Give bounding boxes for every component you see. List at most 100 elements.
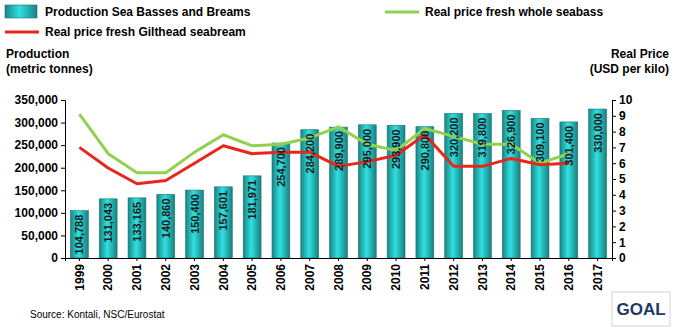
- x-tick-mark: [338, 258, 339, 261]
- y-tick-label: 150,000: [15, 184, 59, 198]
- y2-tick-label: 8: [619, 125, 626, 139]
- data-label: 290,800: [419, 131, 431, 171]
- y-tick-mark: [61, 235, 65, 236]
- y2-tick: 9: [612, 109, 626, 123]
- x-tick-label: 2008: [332, 264, 346, 291]
- y2-tick-label: 0: [619, 251, 626, 265]
- y2-tick-mark: [612, 132, 616, 133]
- x-tick-label: 2011: [418, 264, 432, 290]
- y-axis-title-line: (metric tonnes): [6, 62, 93, 76]
- y2-tick-mark: [612, 226, 616, 227]
- x-tick-mark: [194, 258, 195, 261]
- x-tick: 2005: [245, 258, 259, 291]
- data-label: 157,601: [217, 191, 229, 231]
- bar: [70, 211, 88, 258]
- y2-tick: 4: [612, 188, 626, 202]
- y-tick-label: 0: [51, 251, 58, 265]
- y2-tick-mark: [612, 100, 616, 101]
- y2-tick: 0: [612, 251, 626, 265]
- logo: GOAL: [616, 300, 665, 319]
- data-label: 140,860: [160, 198, 172, 238]
- x-tick: 2015: [533, 258, 547, 291]
- y2-tick-label: 3: [619, 204, 626, 218]
- x-tick-mark: [309, 258, 310, 261]
- legend: Production Sea Basses and Breams Real pri…: [5, 5, 603, 39]
- y-tick: 250,000: [15, 138, 65, 152]
- y-tick: 200,000: [15, 161, 65, 175]
- data-label: 319,800: [476, 118, 488, 158]
- x-tick: 2008: [332, 258, 346, 291]
- x-tick: 2001: [130, 258, 144, 291]
- legend-swatch: [5, 31, 39, 34]
- x-tick-label: 2003: [188, 264, 202, 291]
- x-tick: 1999: [73, 258, 87, 291]
- y-axis-title: Production(metric tonnes): [6, 47, 93, 76]
- y2-axis-title: Real Price(USD per kilo): [590, 47, 670, 76]
- y2-axis-title-line: Real Price: [611, 47, 669, 61]
- legend-swatch: [5, 5, 37, 18]
- y2-tick: 3: [612, 204, 626, 218]
- bar: [560, 122, 578, 258]
- x-tick-label: 2009: [360, 264, 374, 291]
- y-tick-mark: [61, 123, 65, 124]
- y-tick: 350,000: [15, 93, 65, 107]
- x-tick-label: 2002: [159, 264, 173, 291]
- x-tick-mark: [424, 258, 425, 261]
- data-label: 104,788: [73, 215, 85, 255]
- x-tick: 2012: [447, 258, 461, 291]
- y-tick-mark: [61, 145, 65, 146]
- y2-tick: 6: [612, 157, 626, 171]
- y-tick-label: 50,000: [21, 229, 58, 243]
- line: [79, 135, 568, 184]
- x-tick-mark: [367, 258, 368, 261]
- bar: [330, 127, 348, 258]
- bar: [214, 187, 232, 258]
- x-tick-mark: [280, 258, 281, 261]
- bar: [243, 176, 261, 258]
- y2-tick-label: 5: [619, 172, 626, 186]
- y2-tick-label: 4: [619, 188, 626, 202]
- x-tick-label: 2007: [303, 264, 317, 291]
- x-tick-label: 2000: [101, 264, 115, 291]
- y2-tick: 8: [612, 125, 626, 139]
- x-tick-mark: [79, 258, 80, 261]
- x-tick-mark: [396, 258, 397, 261]
- bar: [416, 127, 434, 258]
- x-tick-mark: [540, 258, 541, 261]
- x-tick-mark: [165, 258, 166, 261]
- x-tick-mark: [453, 258, 454, 261]
- y2-tick-mark: [612, 163, 616, 164]
- data-label: 284,200: [304, 134, 316, 174]
- logo-box: [612, 292, 670, 326]
- bar: [474, 114, 492, 258]
- y2-tick: 10: [612, 93, 633, 107]
- y2-tick: 7: [612, 141, 626, 155]
- y2-tick-label: 2: [619, 220, 626, 234]
- y2-tick-label: 10: [619, 93, 633, 107]
- legend-swatch: [385, 11, 419, 14]
- y-tick: 100,000: [15, 206, 65, 220]
- y2-tick: 5: [612, 172, 626, 186]
- y-tick-label: 350,000: [15, 93, 59, 107]
- x-tick-label: 2012: [447, 264, 461, 291]
- legend-label: Production Sea Basses and Breams: [45, 5, 251, 19]
- y-tick-label: 300,000: [15, 116, 59, 130]
- bar: [589, 109, 607, 258]
- x-tick-label: 2013: [476, 264, 490, 291]
- y-tick-label: 200,000: [15, 161, 59, 175]
- data-label: 289,900: [333, 131, 345, 171]
- data-label: 131,043: [102, 203, 114, 243]
- x-tick: 2016: [562, 258, 576, 291]
- y-tick: 50,000: [21, 229, 65, 243]
- y-axis-title-line: Production: [6, 47, 69, 61]
- data-label: 181,971: [246, 180, 258, 220]
- bar: [272, 143, 290, 258]
- x-tick-label: 2005: [245, 264, 259, 291]
- data-label: 309,100: [534, 122, 546, 162]
- bar: [531, 118, 549, 258]
- y-tick-mark: [61, 168, 65, 169]
- legend-label: Real price fresh whole seabass: [425, 5, 603, 19]
- x-tick: 2006: [274, 258, 288, 291]
- y2-tick-mark: [612, 147, 616, 148]
- bar: [445, 113, 463, 258]
